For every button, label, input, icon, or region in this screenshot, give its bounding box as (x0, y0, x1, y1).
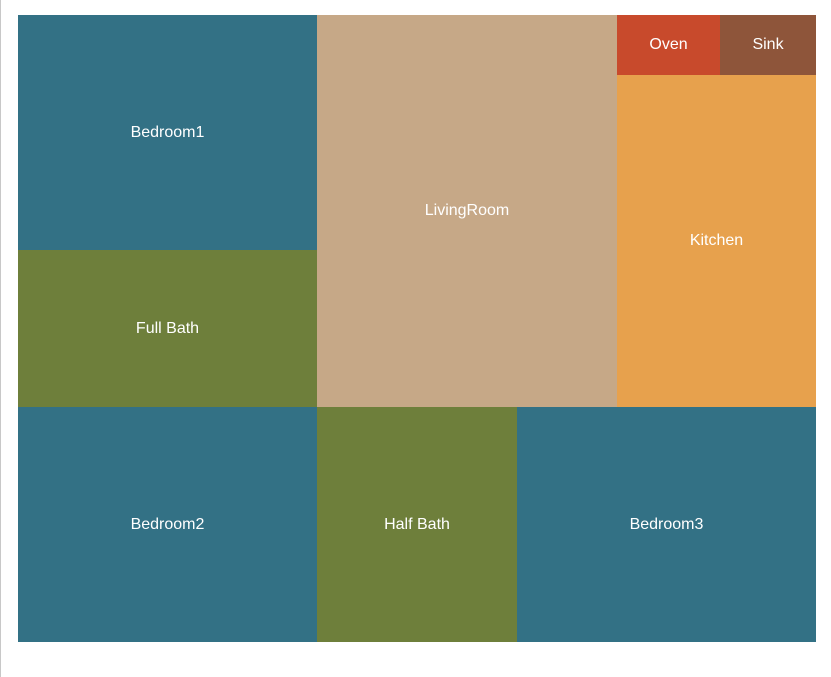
room-label-kitchen: Kitchen (689, 232, 744, 249)
room-label-half-bath: Half Bath (384, 515, 450, 533)
room-label-full-bath: Full Bath (135, 319, 200, 337)
treemap: Bedroom1 Full Bath LivingRoom Oven Sink … (18, 15, 816, 642)
room-label-bedroom2: Bedroom2 (130, 515, 205, 533)
room-kitchen: Kitchen (617, 75, 816, 407)
room-full-bath: Full Bath (18, 250, 317, 407)
room-label-sink: Sink (752, 36, 784, 53)
room-bedroom1: Bedroom1 (18, 15, 317, 250)
room-bedroom3: Bedroom3 (517, 407, 816, 642)
room-oven: Oven (617, 15, 720, 75)
room-bedroom2: Bedroom2 (18, 407, 317, 642)
room-living-room: LivingRoom (317, 15, 617, 407)
room-label-bedroom1: Bedroom1 (130, 123, 205, 141)
room-label-oven: Oven (649, 36, 688, 53)
room-sink: Sink (720, 15, 816, 75)
room-label-living-room: LivingRoom (424, 202, 510, 219)
room-label-bedroom3: Bedroom3 (629, 515, 704, 533)
room-half-bath: Half Bath (317, 407, 517, 642)
